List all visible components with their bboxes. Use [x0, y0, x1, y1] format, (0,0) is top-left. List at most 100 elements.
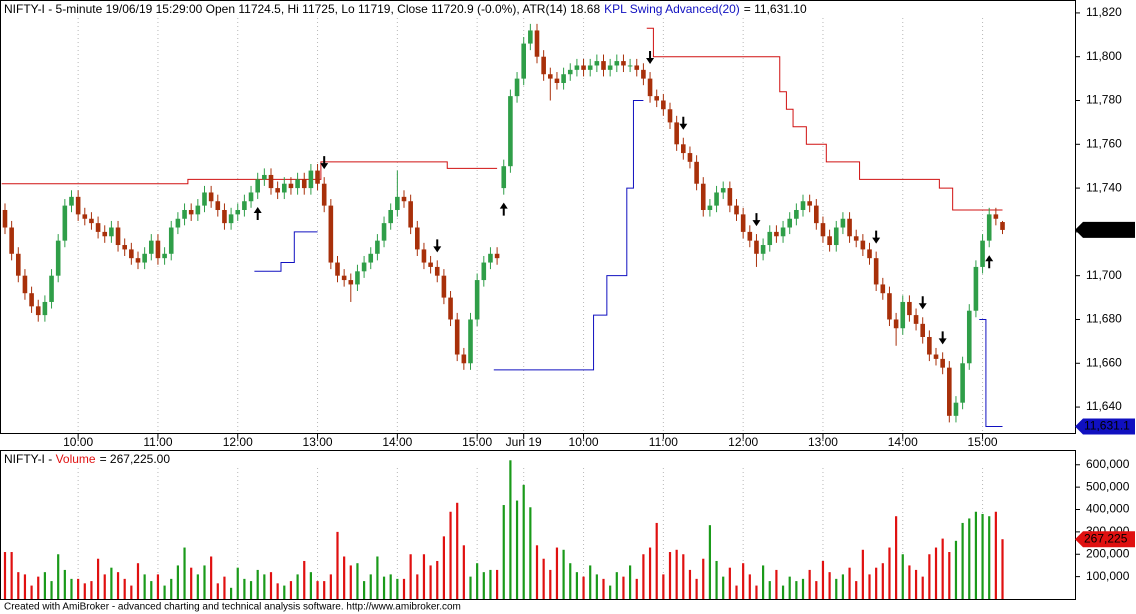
- candle-body: [900, 301, 906, 329]
- candle-body: [514, 78, 520, 97]
- volume-pane-frame: [0, 450, 1076, 600]
- volume-bar: [283, 585, 286, 599]
- volume-bar: [289, 581, 293, 599]
- volume-bar: [203, 565, 206, 599]
- volume-bar: [695, 578, 698, 599]
- candle-body: [175, 218, 181, 228]
- y-tick-label: 11,740: [1086, 180, 1122, 194]
- volume-bar: [835, 578, 838, 599]
- sell-arrow: [872, 230, 881, 244]
- candle-body: [22, 275, 28, 294]
- candle-body: [567, 69, 573, 75]
- candle-body: [940, 358, 945, 368]
- candle-body: [867, 249, 872, 259]
- volume-bar: [662, 574, 665, 599]
- candle-body: [720, 188, 726, 193]
- volume-y-tick-label: 100,000: [1086, 569, 1130, 583]
- volume-bar: [263, 574, 266, 599]
- x-tick-label: 13:00: [303, 435, 333, 449]
- sell-arrow: [679, 116, 688, 130]
- candle-body: [780, 227, 786, 237]
- volume-bar: [762, 565, 765, 599]
- volume-bar: [496, 569, 499, 599]
- candle-body: [109, 227, 114, 237]
- candle-body: [148, 240, 154, 254]
- volume-bar: [336, 531, 339, 599]
- candle-body: [355, 271, 360, 285]
- candle-body: [647, 78, 653, 97]
- candle-body: [481, 262, 487, 281]
- volume-bar: [116, 572, 120, 599]
- volume-bar: [808, 569, 811, 599]
- candle-body: [42, 301, 48, 316]
- sell-arrow: [918, 296, 927, 310]
- x-tick-label: Jun 19: [506, 435, 542, 449]
- candle-body: [115, 227, 121, 246]
- volume-bar: [855, 581, 858, 599]
- candle-body: [195, 205, 201, 215]
- candle-body: [281, 183, 287, 193]
- volume-bar: [954, 540, 958, 599]
- labels: 10:00 11:00 12:00 13:00 14:00 15:00 Jun 19 10:0…: [63, 5, 1135, 583]
- indicator-last-box: [1075, 418, 1135, 435]
- volume-bar: [396, 578, 399, 599]
- volume-bar: [369, 574, 372, 599]
- candle-body: [873, 258, 879, 285]
- candle-body: [494, 253, 500, 259]
- volume-bar: [735, 585, 738, 599]
- candle-body: [215, 201, 221, 210]
- volume-bar: [442, 536, 445, 599]
- candle-body: [9, 227, 14, 254]
- x-tick-label: 14:00: [382, 435, 412, 449]
- candle-body: [687, 153, 693, 162]
- volume-bar: [30, 585, 33, 599]
- volume-bar: [868, 574, 871, 599]
- volume-bar: [77, 578, 80, 599]
- candle-body: [434, 266, 440, 276]
- candle-body: [654, 96, 660, 101]
- volume-bar: [10, 552, 13, 599]
- volume-bar: [90, 581, 93, 599]
- volume-bar: [329, 574, 332, 599]
- candle-body: [574, 65, 580, 70]
- candle-body: [155, 240, 161, 259]
- candle-body: [375, 240, 380, 254]
- y-tick-label: 11,760: [1086, 136, 1122, 150]
- x-tick-label: 14:00: [888, 435, 918, 449]
- volume-last-box: [1075, 531, 1135, 548]
- volume-bar: [37, 576, 40, 599]
- candle-body: [468, 319, 473, 364]
- volume-bar: [509, 460, 512, 599]
- candle-body: [548, 74, 553, 79]
- volume-bar: [389, 574, 392, 599]
- volume-bar: [236, 567, 239, 599]
- candle-body: [980, 240, 985, 267]
- volume-bar: [210, 556, 213, 599]
- volume-bar: [356, 563, 359, 599]
- candle-body: [794, 209, 799, 219]
- candle-body: [275, 188, 280, 193]
- y-tick-label: 11,660: [1086, 355, 1122, 369]
- volume-bar: [150, 581, 153, 599]
- volume-bar: [402, 578, 406, 599]
- candle-body: [248, 192, 254, 202]
- volume-bar: [675, 549, 678, 599]
- volume-bar: [469, 576, 472, 599]
- volume-bar: [176, 565, 179, 599]
- volume-bar: [103, 574, 106, 599]
- volume-bar: [542, 558, 545, 599]
- volume-bar: [682, 554, 685, 599]
- candle-body: [448, 297, 453, 320]
- candle-body: [913, 315, 919, 324]
- candle-body: [907, 301, 912, 316]
- candle-body: [774, 231, 779, 237]
- volume-bar: [376, 556, 379, 599]
- header-bg: [1, 1, 871, 18]
- volume-bar: [17, 572, 20, 599]
- volume-bar: [648, 547, 652, 599]
- candle-body: [641, 69, 646, 79]
- indicator-line: [254, 100, 1003, 428]
- candle-body: [395, 196, 400, 210]
- candle-body: [521, 43, 527, 79]
- volume-bar: [190, 567, 193, 599]
